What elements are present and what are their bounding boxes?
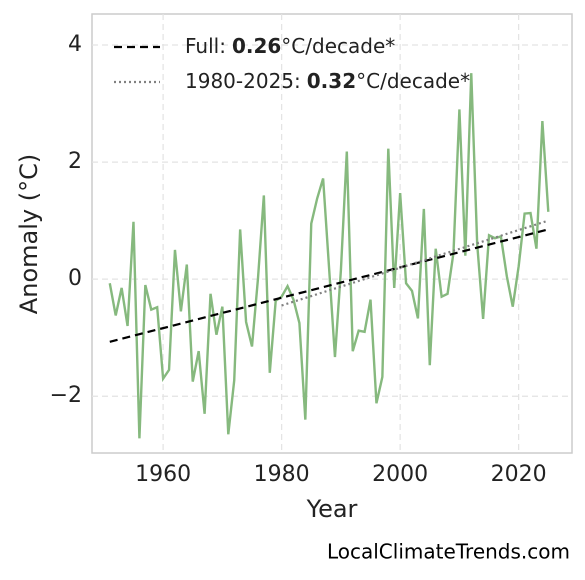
legend-rate: 0.32 <box>307 69 356 93</box>
y-tick-label: 2 <box>68 149 82 174</box>
x-tick-label: 2000 <box>372 462 428 487</box>
series-line <box>108 73 550 439</box>
x-tick-label: 2020 <box>491 462 547 487</box>
series-line <box>281 219 549 307</box>
legend-rate: 0.26 <box>232 34 281 58</box>
legend-unit: °C/decade* <box>356 69 470 93</box>
x-tick-label: 1960 <box>135 462 191 487</box>
x-tick-label: 1980 <box>254 462 310 487</box>
legend-label: 1980-2025: 0.32°C/decade* <box>185 69 470 93</box>
legend-name: Full: <box>185 34 226 58</box>
legend-label: Full: 0.26°C/decade* <box>185 34 395 58</box>
plot-area <box>91 13 573 454</box>
y-tick-label: 4 <box>68 32 82 57</box>
y-axis-label: Anomaly (°C) <box>15 154 43 314</box>
legend-name: 1980-2025: <box>185 69 301 93</box>
y-tick-label: 0 <box>68 266 82 291</box>
x-axis-label: Year <box>306 495 358 523</box>
legend-unit: °C/decade* <box>281 34 395 58</box>
series-line <box>109 228 549 343</box>
source: LocalClimateTrends.com <box>327 540 570 564</box>
y-tick-label: −2 <box>50 383 82 408</box>
